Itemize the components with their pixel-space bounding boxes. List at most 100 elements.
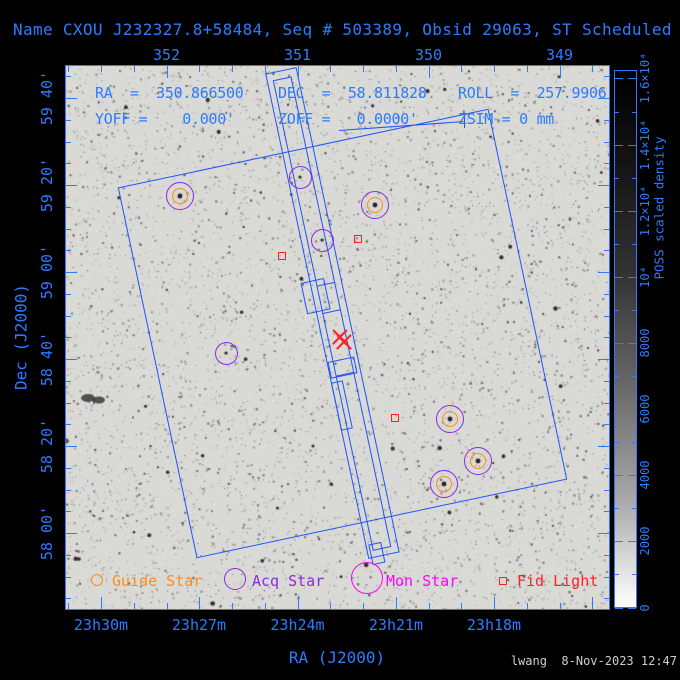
colorbar-tick <box>615 78 623 80</box>
axis-tick <box>166 603 168 609</box>
colorbar-tick <box>615 442 619 444</box>
axis-tick <box>604 76 609 78</box>
axis-tick <box>66 533 77 534</box>
ra-readout: RA = 350.866500 <box>95 84 244 102</box>
axis-tick <box>461 66 463 72</box>
axis-tick <box>604 402 609 404</box>
acq-star-ring <box>361 191 389 219</box>
axis-tick <box>604 511 609 513</box>
colorbar-tick <box>632 309 636 311</box>
axis-tick <box>66 489 71 491</box>
axis-tick <box>66 293 71 295</box>
axis-tick <box>66 337 71 339</box>
axis-tick <box>68 603 70 609</box>
colorbar-tick <box>615 508 619 510</box>
colorbar-tick <box>628 409 636 411</box>
acq-star-ring <box>464 447 492 475</box>
legend-fid-light-icon <box>499 577 507 585</box>
bottom-axis-tick-label: 23h21m <box>368 616 424 634</box>
axis-tick <box>494 66 495 72</box>
top-axis-tick-label: 349 <box>545 46 574 64</box>
axis-tick <box>66 272 77 273</box>
axis-tick <box>66 402 71 404</box>
fid-light-marker <box>391 414 399 422</box>
colorbar-tick <box>615 309 619 311</box>
axis-tick <box>604 337 609 339</box>
axis-tick <box>101 597 102 609</box>
axis-tick <box>428 66 430 78</box>
axis-tick <box>264 66 266 72</box>
axis-tick <box>604 163 609 165</box>
axis-tick <box>526 603 528 609</box>
axis-tick <box>604 598 609 600</box>
axis-tick <box>133 66 135 72</box>
colorbar-tick <box>615 607 623 609</box>
axis-tick <box>604 576 609 578</box>
left-axis-tick-label: 59 00' <box>38 244 56 300</box>
axis-tick <box>494 597 495 609</box>
legend-acq-star-icon <box>224 568 246 590</box>
axis-tick <box>363 603 364 609</box>
guide-star-marker <box>442 411 458 427</box>
colorbar-gradient <box>614 70 637 608</box>
legend-label: Mon Star <box>386 572 459 590</box>
colorbar-tick <box>628 342 636 344</box>
axis-tick <box>199 597 201 609</box>
axis-tick <box>395 597 397 609</box>
colorbar-tick <box>615 111 619 113</box>
page-title: Name CXOU J232327.8+58484, Seq # 503389,… <box>13 20 672 39</box>
dec-readout: DEC = 58.811828 <box>278 84 427 102</box>
axis-tick <box>598 446 609 447</box>
axis-tick <box>330 66 332 72</box>
axis-tick <box>461 603 463 609</box>
guide-star-marker <box>470 453 486 469</box>
axis-tick <box>66 446 77 447</box>
axis-tick <box>66 554 71 556</box>
guide-star-marker <box>436 476 452 492</box>
guide-star-marker <box>172 188 188 204</box>
colorbar-tick <box>615 574 619 576</box>
colorbar-tick <box>615 276 623 278</box>
left-axis-tick-label: 58 20' <box>38 418 56 474</box>
user-timestamp: lwang 8-Nov-2023 12:47 <box>510 654 677 668</box>
legend-mon-star-icon <box>351 562 383 594</box>
axis-tick <box>66 576 71 578</box>
legend-guide-star-icon <box>91 574 103 586</box>
colorbar-tick <box>615 342 623 344</box>
colorbar-tick <box>615 210 623 212</box>
zoff-readout: ZOFF = 0.0000' <box>278 110 418 128</box>
acq-star-ring <box>436 405 464 433</box>
legend-label: Acq Star <box>252 572 325 590</box>
axis-tick <box>363 66 364 72</box>
axis-tick <box>66 467 71 469</box>
axis-tick <box>604 467 609 469</box>
axis-tick <box>66 119 71 121</box>
aimpoint-cross-marker <box>335 333 353 351</box>
sky-field-plot: RA = 350.866500 DEC = 58.811828 ROLL = 2… <box>65 65 610 610</box>
colorbar-tick-label: 10⁴ <box>638 266 652 288</box>
y-axis-title: Dec (J2000) <box>11 284 31 390</box>
left-axis-tick-label: 58 00' <box>38 505 56 561</box>
axis-tick <box>297 597 299 609</box>
colorbar-tick <box>628 144 636 146</box>
bottom-axis-tick-label: 23h24m <box>270 616 325 634</box>
colorbar-tick-label: 1.2×10⁴ <box>638 185 652 237</box>
colorbar-tick-label: 6000 <box>638 394 652 424</box>
axis-tick <box>604 141 609 143</box>
axis-tick <box>66 206 71 208</box>
legend-label: Guide Star <box>112 572 203 590</box>
colorbar-tick <box>632 508 636 510</box>
axis-tick <box>66 359 77 360</box>
left-axis-tick-label: 58 40' <box>38 331 56 387</box>
roll-readout: ROLL = 257.9906 <box>458 84 607 102</box>
yoff-readout: YOFF = 0.000' <box>95 110 235 128</box>
axis-tick <box>232 603 233 609</box>
colorbar-tick-label: 8000 <box>638 328 652 358</box>
axis-tick <box>66 228 71 230</box>
axis-tick <box>66 163 71 165</box>
colorbar-tick <box>615 144 623 146</box>
acq-star-marker <box>288 165 312 189</box>
colorbar-tick <box>615 475 623 477</box>
colorbar-tick-label: 1.6×10⁴ <box>638 53 652 104</box>
axis-tick <box>166 66 168 78</box>
